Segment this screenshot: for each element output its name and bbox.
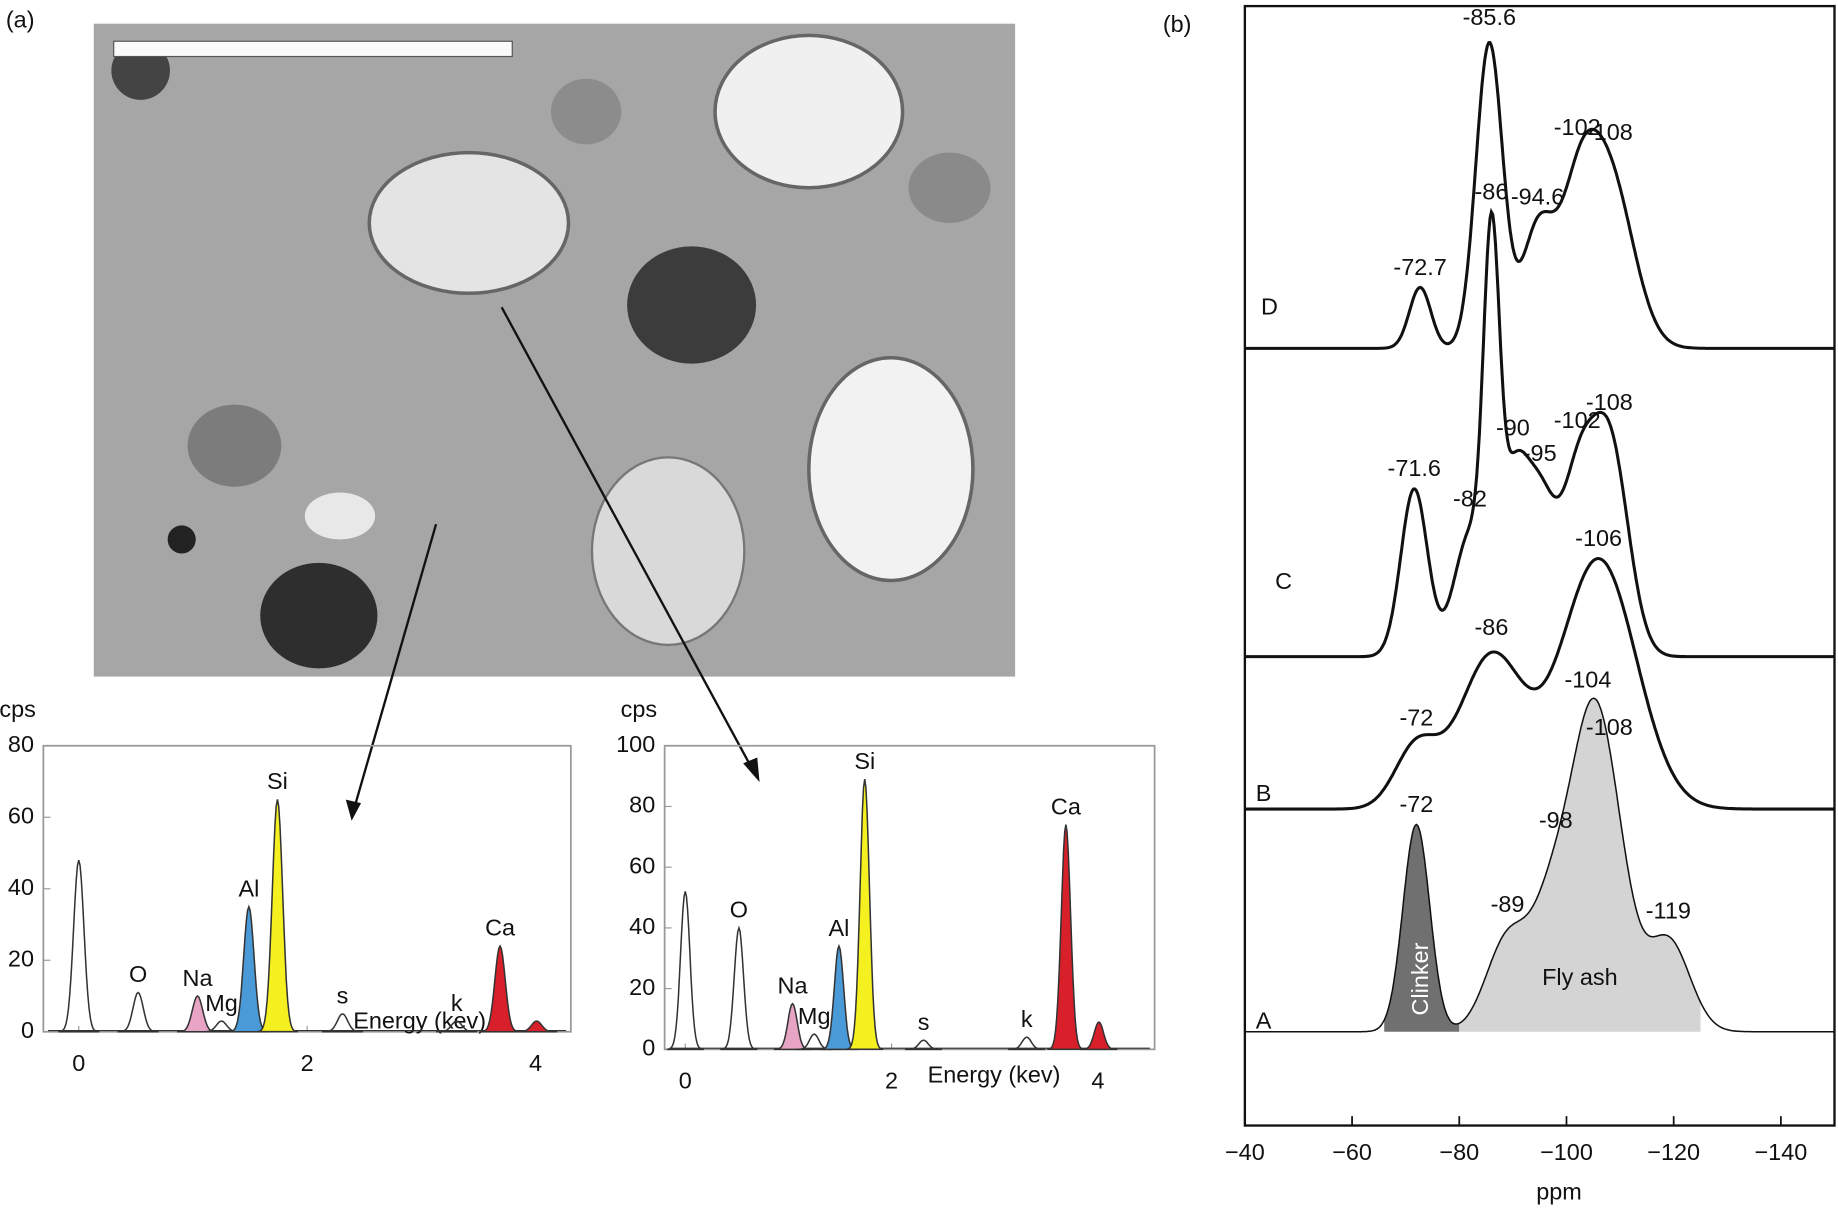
peak-label: -108 bbox=[1586, 714, 1633, 740]
peak bbox=[1008, 1036, 1046, 1051]
x-tick-label: 2 bbox=[301, 1050, 314, 1076]
peak-label: Al bbox=[238, 875, 259, 901]
peak-label: O bbox=[129, 961, 147, 987]
series-name: B bbox=[1256, 780, 1272, 806]
spectrum bbox=[1244, 207, 1835, 659]
panel-label: (a) bbox=[6, 7, 35, 33]
peak-label: -82 bbox=[1453, 486, 1487, 512]
peak bbox=[322, 1013, 364, 1033]
x-tick-label: −80 bbox=[1439, 1139, 1479, 1165]
peak-label: -102 bbox=[1554, 407, 1601, 433]
region-label: Fly ash bbox=[1542, 964, 1618, 990]
region bbox=[1459, 698, 1701, 1032]
peak-label: -90 bbox=[1496, 414, 1530, 440]
peak-label: Na bbox=[183, 965, 214, 991]
region-label: Clinker bbox=[1407, 942, 1433, 1015]
peak-label: -72 bbox=[1399, 705, 1433, 731]
y-tick-label: 40 bbox=[629, 913, 655, 939]
region bbox=[1384, 824, 1460, 1032]
y-tick-label: 80 bbox=[629, 792, 655, 818]
peak-label: O bbox=[730, 897, 748, 923]
peak-label: -119 bbox=[1646, 898, 1691, 924]
x-axis-label: Energy (kev) bbox=[928, 1061, 1061, 1087]
x-tick-label: −120 bbox=[1647, 1139, 1700, 1165]
x-axis-label: ppm bbox=[1536, 1179, 1582, 1205]
peak bbox=[1047, 824, 1085, 1050]
series-name: C bbox=[1275, 568, 1292, 594]
peak-label: Ca bbox=[1051, 793, 1082, 819]
peak bbox=[904, 1039, 943, 1051]
x-tick-label: 0 bbox=[72, 1050, 85, 1076]
peak bbox=[479, 944, 521, 1033]
peak-label: -86 bbox=[1474, 614, 1508, 640]
peak bbox=[515, 1020, 558, 1033]
peak-label: k bbox=[451, 990, 463, 1016]
peak-label: Al bbox=[829, 915, 850, 941]
peak-label: -72.7 bbox=[1393, 254, 1446, 280]
x-tick-label: 4 bbox=[529, 1050, 542, 1076]
peak-label: -98 bbox=[1539, 807, 1573, 833]
peak bbox=[666, 891, 704, 1051]
peak-label: -86 bbox=[1474, 178, 1508, 204]
x-tick-label: 4 bbox=[1091, 1067, 1104, 1093]
peak-label: -108 bbox=[1586, 389, 1633, 415]
x-tick-label: 0 bbox=[679, 1067, 692, 1093]
peak-label: Na bbox=[778, 973, 809, 999]
x-tick-label: 2 bbox=[885, 1067, 898, 1093]
peak bbox=[256, 799, 299, 1033]
x-tick-label: −60 bbox=[1332, 1139, 1372, 1165]
peak bbox=[846, 779, 884, 1050]
plot-frame bbox=[1243, 4, 1836, 1127]
x-axis-label: Energy (kev) bbox=[353, 1008, 486, 1034]
peak-label: -104 bbox=[1564, 667, 1611, 693]
peak bbox=[117, 991, 159, 1033]
plot-frame bbox=[42, 744, 572, 1033]
peak-label: -108 bbox=[1586, 119, 1633, 145]
spectrum bbox=[1244, 41, 1835, 350]
peak-label: k bbox=[1021, 1006, 1033, 1032]
panel-label: (b) bbox=[1163, 11, 1192, 37]
y-tick-label: 40 bbox=[8, 874, 34, 900]
peak-label: -106 bbox=[1575, 525, 1622, 551]
peak bbox=[1080, 1021, 1118, 1051]
peak-label: Mg bbox=[205, 990, 238, 1016]
peak-label: s bbox=[337, 983, 349, 1009]
peak bbox=[58, 859, 100, 1033]
peak-label: -95 bbox=[1523, 440, 1557, 466]
micrograph bbox=[93, 23, 1016, 821]
peak-label: -89 bbox=[1491, 891, 1525, 917]
spectrum bbox=[1244, 557, 1835, 811]
peak bbox=[436, 1020, 478, 1033]
peak-label: -94.6 bbox=[1511, 183, 1564, 209]
y-tick-label: 20 bbox=[8, 945, 34, 971]
peak-label: -72 bbox=[1399, 791, 1433, 817]
peak-label: Si bbox=[854, 748, 875, 774]
y-axis-label: cps bbox=[0, 696, 36, 722]
x-tick-label: −140 bbox=[1754, 1139, 1807, 1165]
peak bbox=[820, 943, 858, 1051]
y-tick-label: 80 bbox=[8, 731, 34, 757]
peak-label: Ca bbox=[485, 915, 516, 941]
spectrum bbox=[1244, 697, 1835, 1033]
peak-label: Si bbox=[267, 768, 288, 794]
y-tick-label: 100 bbox=[616, 731, 655, 757]
peak bbox=[720, 925, 758, 1051]
y-tick-label: 60 bbox=[629, 852, 655, 878]
peak-label: -85.6 bbox=[1463, 4, 1516, 30]
y-tick-label: 0 bbox=[642, 1035, 655, 1061]
y-tick-label: 0 bbox=[21, 1017, 34, 1043]
y-tick-label: 20 bbox=[629, 974, 655, 1000]
peak-label: Mg bbox=[798, 1003, 831, 1029]
y-axis-label: cps bbox=[621, 696, 657, 722]
series-name: A bbox=[1256, 1008, 1272, 1034]
peak-label: s bbox=[918, 1009, 930, 1035]
peak-label: -71.6 bbox=[1388, 455, 1441, 481]
peak-label: -102 bbox=[1554, 114, 1601, 140]
x-tick-label: −40 bbox=[1225, 1139, 1265, 1165]
series-name: D bbox=[1261, 294, 1278, 320]
x-tick-label: −100 bbox=[1540, 1139, 1593, 1165]
y-tick-label: 60 bbox=[8, 802, 34, 828]
